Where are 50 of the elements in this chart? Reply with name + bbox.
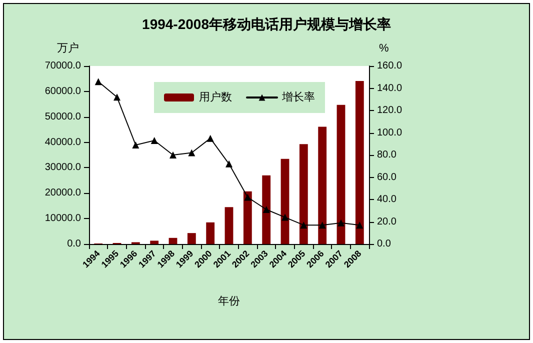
bar <box>168 238 178 244</box>
y2-tick-label: 20.0 <box>377 216 397 228</box>
point <box>188 149 196 156</box>
y-tick-label: 0.0 <box>67 238 82 250</box>
point <box>150 137 158 144</box>
bar <box>206 222 215 244</box>
y-tick-label: 40000.0 <box>44 136 82 148</box>
bar <box>243 191 252 244</box>
bar <box>280 158 290 244</box>
point <box>356 222 364 229</box>
point <box>338 219 344 226</box>
y-tick-label: 20000.0 <box>44 188 82 199</box>
point <box>132 141 140 148</box>
point <box>318 222 326 229</box>
y-tick-label: 50000.0 <box>44 111 82 122</box>
y-axis-title: 万户 <box>57 42 79 54</box>
bar <box>355 81 364 244</box>
y2-tick-label: 100.0 <box>377 127 402 138</box>
bar <box>150 240 159 244</box>
y2-tick-label: 120.0 <box>377 105 402 116</box>
y-tick-label: 30000.0 <box>44 162 82 174</box>
y2-tick-label: 80.0 <box>377 150 397 160</box>
y-tick-label: 60000.0 <box>44 86 82 97</box>
legend-label: 用户数 <box>199 90 232 104</box>
point <box>206 134 214 142</box>
bar <box>299 144 308 244</box>
y2-tick-label: 40.0 <box>377 194 397 205</box>
bar <box>224 207 234 244</box>
y2-tick-label: 0.0 <box>377 238 392 250</box>
bar <box>336 104 346 244</box>
chart-title: 1994-2008年移动电话用户规模与增长率 <box>142 16 391 32</box>
point <box>244 194 252 201</box>
y2-axis-title: % <box>379 42 389 54</box>
point <box>226 160 232 168</box>
y-tick-label: 70000.0 <box>44 60 82 72</box>
y2-tick-label: 60.0 <box>377 172 397 183</box>
point <box>94 78 102 86</box>
bar <box>262 175 271 244</box>
bar <box>318 126 327 244</box>
y-tick-label: 10000.0 <box>44 213 82 224</box>
point <box>170 152 176 158</box>
y2-tick-label: 140.0 <box>377 82 402 94</box>
bar <box>187 233 196 244</box>
point <box>262 206 270 214</box>
point <box>114 94 120 101</box>
legend-label: 增长率 <box>281 90 315 104</box>
point <box>300 222 308 229</box>
y2-tick-label: 160.0 <box>377 60 402 72</box>
point <box>282 214 288 221</box>
x-axis-title: 年份 <box>218 296 240 308</box>
